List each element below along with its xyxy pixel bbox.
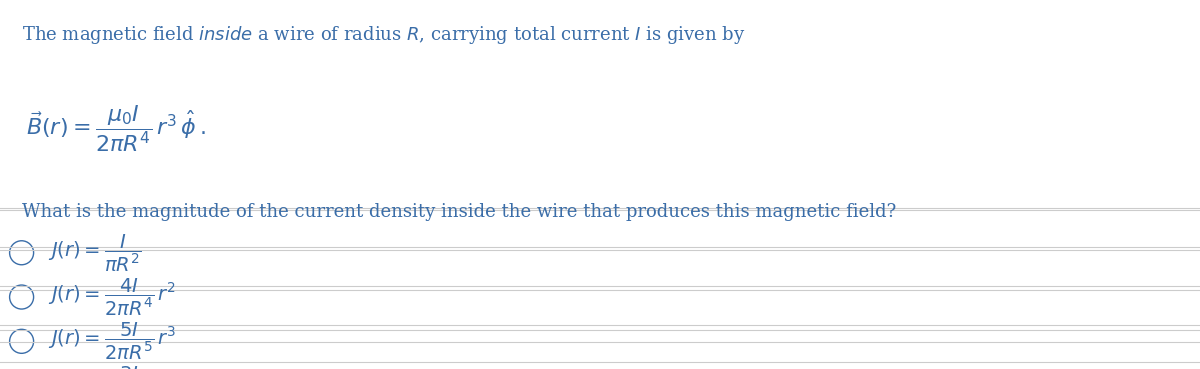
Text: $J(r) = \dfrac{3I}{2\pi R^3}\,r$: $J(r) = \dfrac{3I}{2\pi R^3}\,r$	[48, 365, 169, 369]
Text: What is the magnitude of the current density inside the wire that produces this : What is the magnitude of the current den…	[22, 203, 896, 221]
Text: $J(r) = \dfrac{4I}{2\pi R^4}\,r^2$: $J(r) = \dfrac{4I}{2\pi R^4}\,r^2$	[48, 276, 176, 318]
Text: The magnetic field $\mathit{inside}$ a wire of radius $R$, carrying total curren: The magnetic field $\mathit{inside}$ a w…	[22, 24, 745, 46]
Text: $\vec{B}(r) = \dfrac{\mu_0 I}{2\pi R^4}\,r^3\,\hat{\phi}\,.$: $\vec{B}(r) = \dfrac{\mu_0 I}{2\pi R^4}\…	[26, 103, 206, 154]
Text: $J(r) = \dfrac{5I}{2\pi R^5}\,r^3$: $J(r) = \dfrac{5I}{2\pi R^5}\,r^3$	[48, 321, 176, 362]
Text: $J(r) = \dfrac{I}{\pi R^2}$: $J(r) = \dfrac{I}{\pi R^2}$	[48, 232, 142, 273]
